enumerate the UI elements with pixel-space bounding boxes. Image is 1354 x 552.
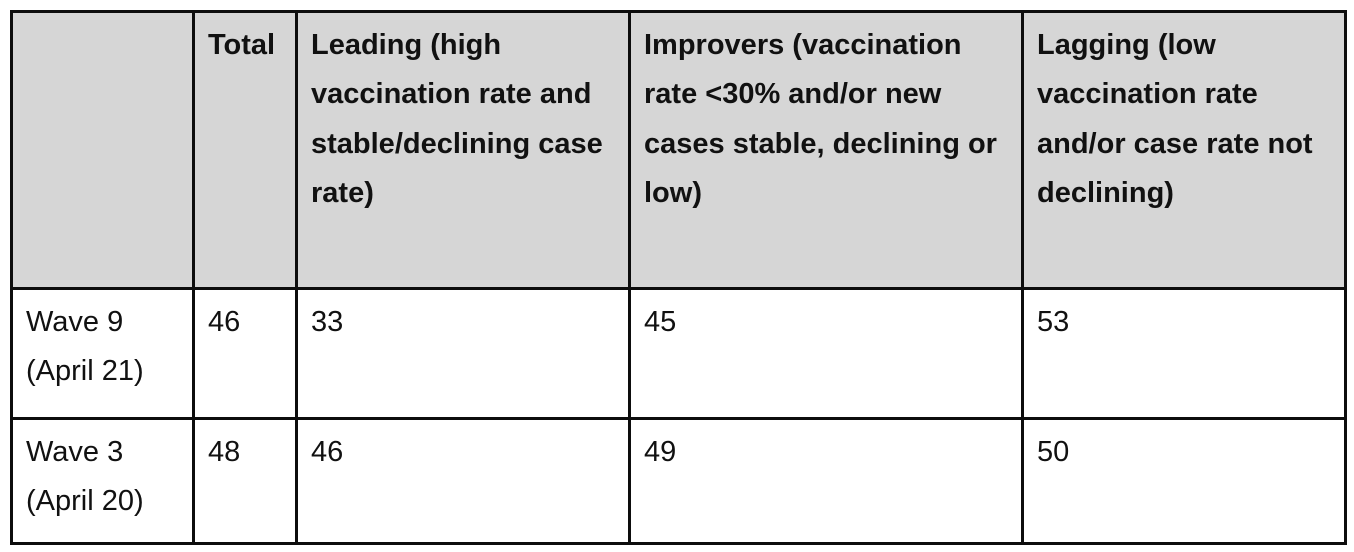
cell-wave3-total: 48 (192, 417, 298, 545)
row-label-wave-9: Wave 9 (April 21) (10, 287, 195, 420)
cell-wave9-lagging: 53 (1021, 287, 1347, 420)
header-cell-leading: Leading (high vaccination rate and stabl… (295, 10, 631, 290)
header-cell-total: Total (192, 10, 298, 290)
row-label-wave-3: Wave 3 (April 20) (10, 417, 195, 545)
header-row: Total Leading (high vaccination rate and… (10, 10, 1347, 290)
cell-wave9-improvers: 45 (628, 287, 1024, 420)
cell-wave3-improvers: 49 (628, 417, 1024, 545)
cell-wave9-leading: 33 (295, 287, 631, 420)
table-row: Wave 9 (April 21) 46 33 45 53 (10, 287, 1347, 420)
header-cell-improvers: Improvers (vaccination rate <30% and/or … (628, 10, 1024, 290)
header-corner-cell (10, 10, 195, 290)
cell-wave3-lagging: 50 (1021, 417, 1347, 545)
vaccination-wave-table: Total Leading (high vaccination rate and… (10, 10, 1347, 545)
table-header: Total Leading (high vaccination rate and… (10, 10, 1347, 290)
cell-wave9-total: 46 (192, 287, 298, 420)
cell-wave3-leading: 46 (295, 417, 631, 545)
table-body: Wave 9 (April 21) 46 33 45 53 Wave 3 (Ap… (10, 287, 1347, 545)
header-cell-lagging: Lagging (low vaccination rate and/or cas… (1021, 10, 1347, 290)
table-row: Wave 3 (April 20) 48 46 49 50 (10, 417, 1347, 545)
